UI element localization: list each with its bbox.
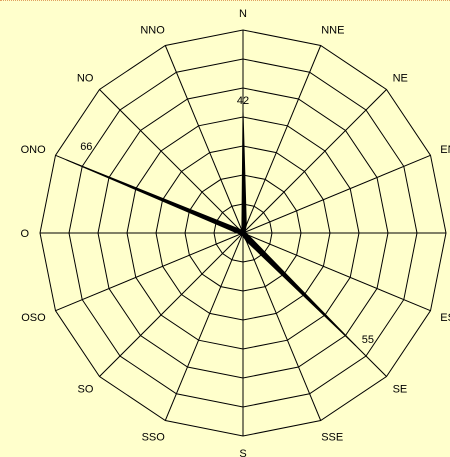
- value-label-se: 55: [362, 334, 374, 346]
- direction-label-ono: ONO: [21, 144, 47, 156]
- value-label-n: 42: [237, 95, 249, 107]
- value-labels: 42 55 66: [80, 95, 374, 346]
- direction-label-so: SO: [77, 384, 93, 396]
- direction-label-ese: ESE: [440, 312, 450, 324]
- direction-label-oso: OSO: [21, 312, 46, 324]
- direction-label-s: S: [239, 448, 246, 457]
- direction-label-n: N: [239, 8, 247, 20]
- data-series: [66, 111, 357, 347]
- spoke-oso: [55, 232, 244, 312]
- direction-label-nne: NNE: [321, 25, 344, 37]
- spoke-sse: [242, 232, 322, 421]
- direction-label-ene: ENE: [440, 144, 450, 156]
- direction-label-o: O: [20, 228, 29, 240]
- direction-label-se: SE: [393, 384, 408, 396]
- value-label-ono: 66: [80, 141, 92, 153]
- direction-label-nno: NNO: [140, 25, 165, 37]
- series-polygon: [66, 111, 357, 347]
- spoke-ene: [242, 154, 431, 234]
- direction-label-sso: SSO: [142, 431, 166, 443]
- spoke-nne: [242, 45, 322, 234]
- spoke-ne: [242, 89, 387, 234]
- spoke-so: [99, 232, 244, 377]
- direction-label-ne: NE: [393, 72, 408, 84]
- direction-label-sse: SSE: [321, 431, 343, 443]
- spoke-sso: [164, 232, 244, 421]
- spoke-nno: [164, 45, 244, 234]
- direction-label-no: NO: [77, 72, 94, 84]
- direction-labels: NNNENEENEEESESESSESSSOSOOSOOONONONNO: [20, 8, 450, 457]
- spoke-no: [99, 89, 244, 234]
- spoke-ese: [242, 232, 431, 312]
